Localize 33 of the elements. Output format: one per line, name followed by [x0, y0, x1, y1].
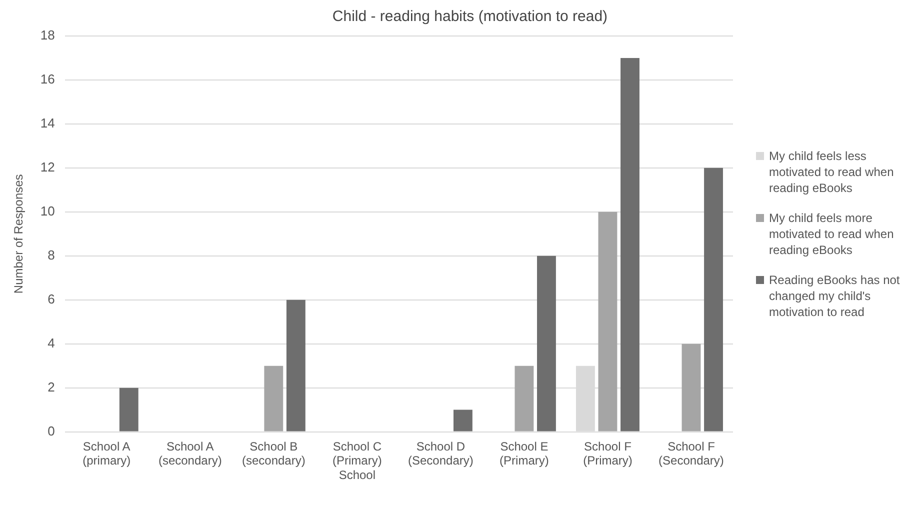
y-tick-label: 4: [48, 335, 55, 350]
bar: [620, 58, 640, 432]
y-tick-label: 0: [48, 423, 55, 438]
x-tick-label: School F (Primary): [583, 439, 632, 468]
legend-label: Reading eBooks has not changed my child's motivation to read: [769, 272, 901, 320]
x-tick-label: School A (secondary): [158, 439, 222, 468]
x-tick-label: School E (Primary): [500, 439, 549, 468]
x-tick-label: School F (Secondary): [658, 439, 724, 468]
x-tick-label: School B (secondary): [242, 439, 306, 468]
y-axis-title: Number of Responses: [12, 174, 26, 294]
bar: [286, 300, 306, 432]
x-tick-label: School A (primary): [82, 439, 131, 468]
y-tick-label: 6: [48, 291, 55, 306]
x-tick-label: School D (Secondary): [408, 439, 474, 468]
bar: [514, 366, 534, 432]
bar: [264, 366, 284, 432]
bar: [598, 212, 618, 432]
y-tick-label: 10: [40, 203, 55, 218]
y-tick-label: 18: [40, 28, 55, 43]
bar: [537, 256, 556, 432]
y-tick-label: 8: [48, 247, 55, 262]
bar: [119, 388, 138, 432]
legend-label: My child feels less motivated to read when reading eBooks: [769, 148, 895, 196]
x-tick-label: School C (Primary) School: [332, 439, 382, 482]
bar: [682, 344, 701, 432]
y-tick-label: 16: [40, 72, 55, 87]
chart-title: Child - reading habits (motivation to read): [331, 8, 609, 25]
bar: [704, 168, 723, 432]
legend-label: My child feels more motivated to read when reading eBooks: [769, 210, 895, 258]
bar: [453, 410, 472, 432]
y-tick-label: 12: [40, 160, 55, 175]
y-tick-label: 2: [48, 379, 55, 394]
y-tick-label: 14: [40, 116, 55, 131]
